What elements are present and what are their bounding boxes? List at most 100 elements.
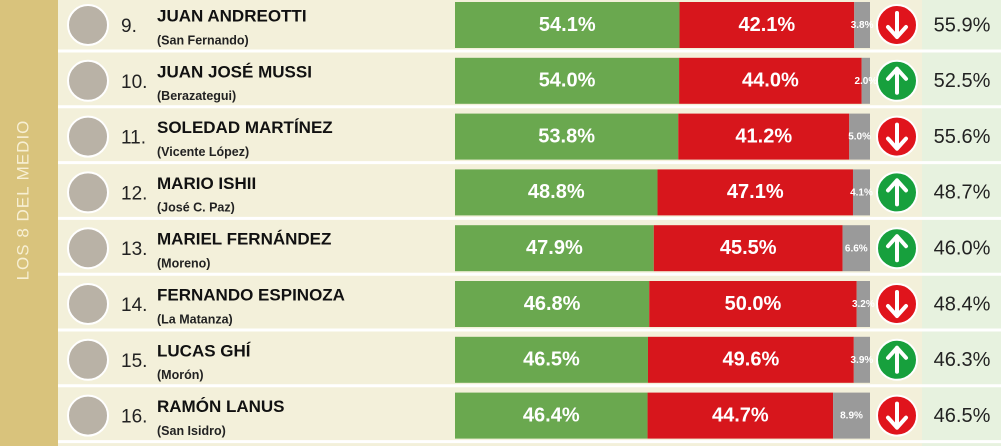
bar-label: 50.0%	[725, 293, 782, 315]
bar-label: 3.2%	[852, 299, 875, 310]
bar-label: 46.5%	[523, 349, 580, 371]
bar-label: 45.5%	[720, 237, 777, 259]
photo	[67, 59, 109, 102]
name: FERNANDO ESPINOZA	[157, 285, 345, 304]
district: (La Matanza)	[157, 312, 233, 326]
district: (José C. Paz)	[157, 201, 235, 215]
bar-segment	[647, 336, 854, 383]
bar-segment	[647, 392, 834, 439]
previous-value: 55.9%	[934, 14, 991, 36]
name: MARIEL FERNÁNDEZ	[157, 230, 331, 249]
bar-label: 47.9%	[526, 237, 583, 259]
bar-label: 46.4%	[523, 404, 580, 426]
bar-label: 2.0%	[854, 76, 877, 87]
rank: 15.	[121, 351, 147, 372]
bar-label: 48.8%	[528, 181, 585, 203]
bar-label: 8.9%	[840, 411, 863, 422]
name: RAMÓN LANUS	[157, 397, 285, 416]
bar-segment	[657, 169, 853, 216]
section-label: LOS 8 DEL MEDIO	[13, 120, 32, 281]
bar-label: 41.2%	[735, 125, 792, 147]
trend-arrow	[886, 11, 908, 39]
section-strip	[0, 0, 58, 446]
bar-segment	[842, 225, 870, 272]
previous-value: 52.5%	[934, 70, 991, 92]
bar-segment	[678, 113, 850, 160]
bar-segment	[649, 281, 857, 327]
previous-value: 46.0%	[934, 237, 991, 259]
previous-value: 48.4%	[934, 293, 991, 315]
photo	[67, 171, 109, 214]
trend-arrow	[886, 66, 908, 95]
bar-label: 54.0%	[539, 70, 596, 92]
bar-label: 3.9%	[851, 355, 874, 366]
previous-value: 46.5%	[934, 405, 991, 427]
district: (San Fernando)	[157, 33, 249, 47]
photo	[67, 283, 109, 325]
bar-label: 44.0%	[742, 70, 799, 92]
bar-segment	[455, 113, 679, 160]
previous-value: 55.6%	[934, 126, 991, 148]
photo	[67, 115, 109, 158]
previous-column	[922, 0, 1001, 446]
district: (Berazategui)	[157, 89, 236, 103]
bar-segment	[833, 392, 870, 439]
previous-value: 48.7%	[934, 182, 991, 204]
trend-arrow	[886, 234, 908, 263]
bar-label: 54.1%	[539, 14, 596, 36]
photo	[67, 338, 109, 381]
trend-arrow	[886, 178, 908, 207]
bar-label: 42.1%	[739, 14, 796, 36]
bar-label: 49.6%	[723, 349, 780, 371]
bar-label: 47.1%	[727, 181, 784, 203]
name: SOLEDAD MARTÍNEZ	[157, 118, 333, 137]
bar-segment	[455, 336, 648, 383]
district: (Vicente López)	[157, 145, 249, 159]
bar-segment	[849, 113, 870, 160]
previous-value: 46.3%	[934, 349, 991, 371]
trend-arrow	[886, 401, 908, 430]
rank: 9.	[121, 16, 137, 37]
district: (Moreno)	[157, 256, 210, 270]
bar-segment	[455, 169, 658, 216]
bar-segment	[853, 336, 870, 383]
photo	[67, 227, 109, 270]
bar-label: 53.8%	[538, 125, 595, 147]
bar-label: 44.7%	[712, 404, 769, 426]
bar-segment	[679, 57, 862, 104]
bar-label: 5.0%	[848, 132, 871, 143]
name: JUAN JOSÉ MUSSI	[157, 62, 312, 81]
bar-segment	[455, 281, 650, 327]
bar-segment	[455, 225, 654, 272]
bar-segment	[852, 169, 870, 216]
bar-label: 46.8%	[524, 293, 581, 315]
bar-segment	[861, 57, 870, 104]
bar-segment	[653, 225, 843, 272]
name: JUAN ANDREOTTI	[157, 6, 307, 25]
rank: 13.	[121, 239, 147, 260]
photo	[67, 4, 109, 46]
rank: 11.	[121, 128, 146, 149]
bar-segment	[854, 2, 870, 48]
bar-label: 3.8%	[851, 20, 874, 31]
rank: 12.	[121, 183, 147, 204]
bar-segment	[455, 57, 680, 104]
name: MARIO ISHII	[157, 174, 256, 193]
district: (Morón)	[157, 368, 204, 382]
bar-segment	[679, 2, 855, 48]
bar-segment	[455, 392, 648, 439]
trend-arrow	[886, 122, 908, 151]
rank: 14.	[121, 295, 147, 316]
rank: 10.	[121, 72, 147, 93]
bar-segment	[455, 2, 680, 48]
bar-label: 4.1%	[850, 188, 873, 199]
name: LUCAS GHÍ	[157, 341, 252, 360]
rank: 16.	[121, 407, 147, 428]
trend-arrow	[886, 290, 908, 318]
district: (San Isidro)	[157, 424, 226, 438]
bar-label: 6.6%	[845, 243, 868, 254]
photo	[67, 394, 109, 437]
bar-segment	[856, 281, 870, 327]
trend-arrow	[886, 345, 908, 374]
